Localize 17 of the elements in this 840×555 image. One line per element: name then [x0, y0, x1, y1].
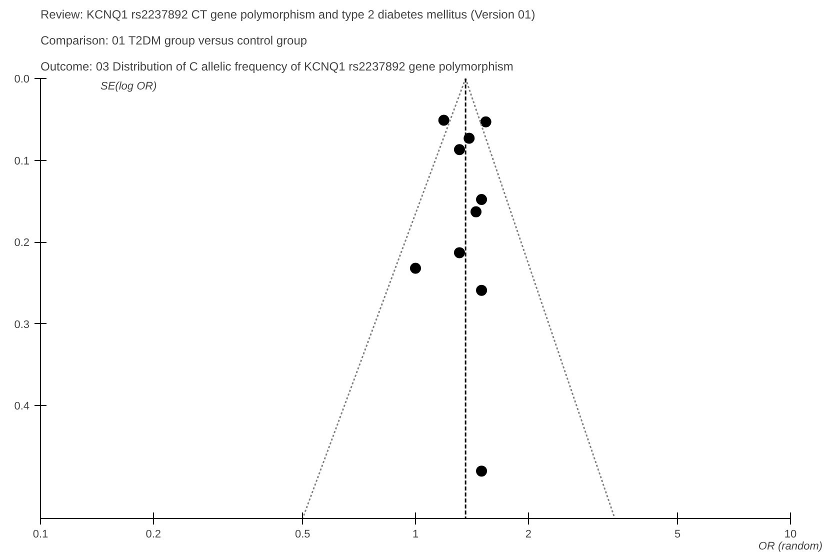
x-tick-label: 2	[525, 528, 532, 540]
x-tick-label: 0.2	[146, 528, 162, 540]
text: Outcome: 03 Distribution of C allelic frequency of KCNQ1 rs2237892 gene polymorphism	[40, 60, 514, 74]
y-axis-title: SE(log OR)	[100, 80, 158, 92]
x-tick-label: 1	[412, 528, 419, 540]
y-tick-label: 0.1	[14, 155, 30, 168]
chart-subtitle: Comparison: 01 T2DM group versus control group	[40, 34, 308, 48]
x-tick-label: 5	[674, 528, 681, 540]
x-tick-label: 10	[784, 528, 797, 540]
y-tick-label: 0.0	[14, 74, 30, 86]
x-axis-title: OR (random)	[758, 540, 823, 552]
y-tick-label: 0.4	[14, 400, 30, 413]
chart-title: Review: KCNQ1 rs2237892 CT gene polymorphism and type 2 diabetes mellitus (Version 01)	[40, 8, 536, 22]
y-tick-label: 0.2	[14, 237, 30, 250]
y-tick-label: 0.3	[14, 318, 30, 331]
x-tick-label: 0.1	[32, 528, 48, 540]
x-tick-label: 0.5	[294, 528, 310, 540]
